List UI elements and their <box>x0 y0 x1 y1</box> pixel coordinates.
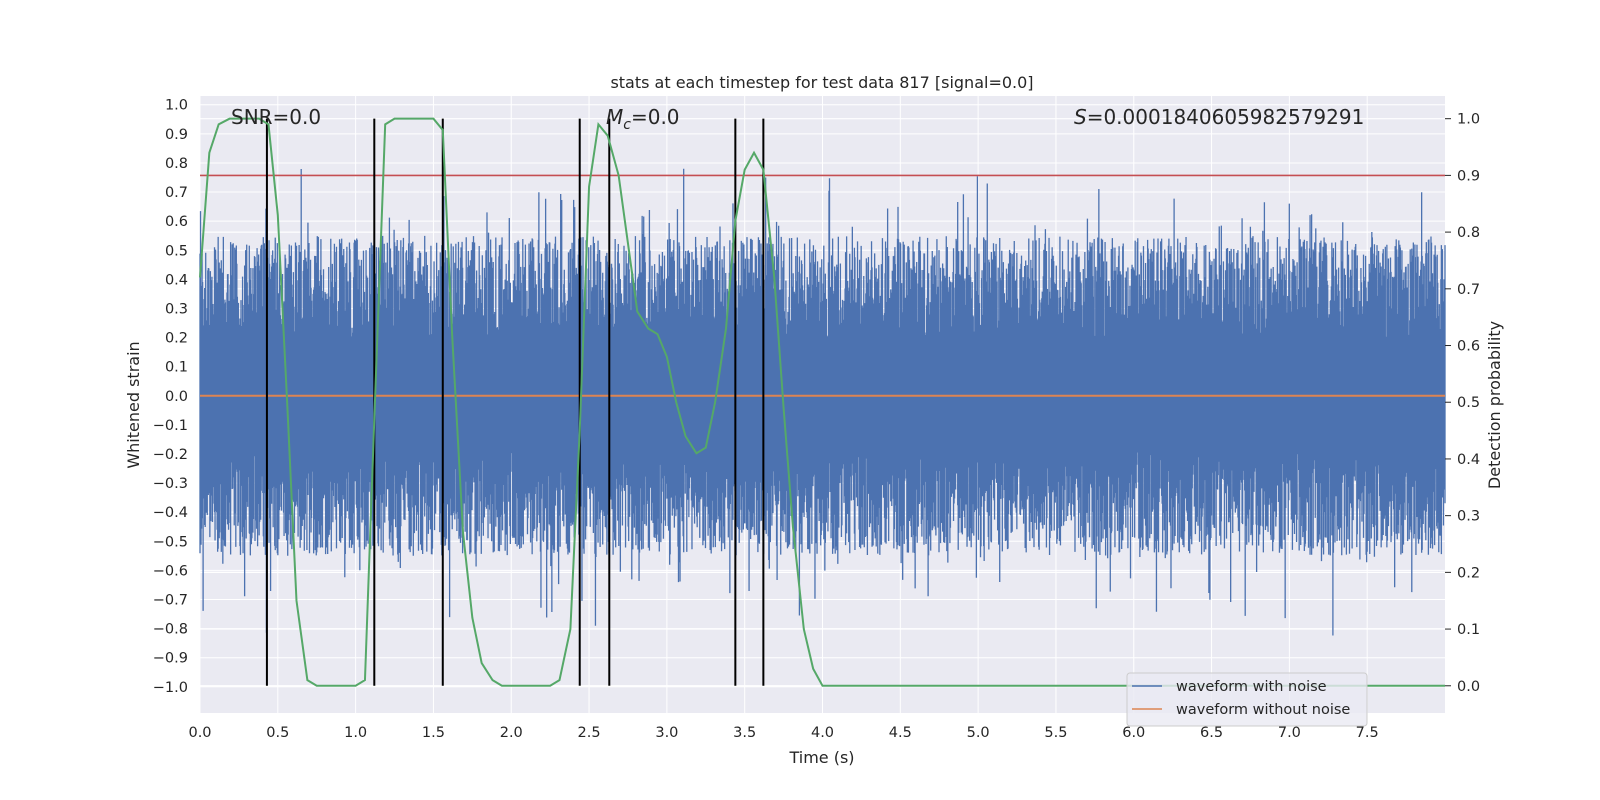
s-annotation: S=0.0001840605982579291 <box>1074 105 1364 129</box>
x-axis-label: Time (s) <box>788 748 854 767</box>
y-tick-label: −1.0 <box>153 680 188 696</box>
x-tick-label: 0.0 <box>188 725 211 741</box>
x-tick-label: 4.0 <box>811 725 834 741</box>
y-tick-label: −0.2 <box>153 447 188 463</box>
x-tick-label: 7.0 <box>1278 725 1301 741</box>
y2-tick-label: 1.0 <box>1457 112 1480 128</box>
x-tick-label: 3.5 <box>733 725 756 741</box>
series-detection-probability <box>199 117 1445 687</box>
legend-box <box>1126 672 1368 727</box>
y2-tick-label: 0.8 <box>1457 225 1480 241</box>
s-value: =0.0001840605982579291 <box>1087 105 1365 129</box>
probability-trace <box>199 117 1445 687</box>
y-tick-label: −0.1 <box>153 418 188 434</box>
y2-axis-label: Detection probability <box>1485 321 1504 489</box>
x-tick-label: 1.5 <box>422 725 445 741</box>
y-tick-label: −0.3 <box>153 476 188 492</box>
noise-trace <box>199 168 1446 636</box>
y-tick-label: 0.4 <box>165 272 188 288</box>
chart-title: stats at each timestep for test data 817… <box>610 73 1033 92</box>
x-tick-label: 2.0 <box>500 725 523 741</box>
y-tick-label: −0.8 <box>153 622 188 638</box>
x-tick-label: 1.0 <box>344 725 367 741</box>
y2-tick-label: 0.5 <box>1457 395 1480 411</box>
mc-annotation: Mc=0.0 <box>606 105 680 133</box>
y-tick-label: 0.9 <box>165 127 188 143</box>
x-axis-ticks: 0.0 0.5 1.0 1.5 2.0 2.5 3.0 3.5 4.0 4.5 5.0 5.5 6.0 6… <box>188 725 1378 741</box>
mc-value: =0.0 <box>631 105 680 129</box>
y-tick-label: 0.2 <box>165 331 188 347</box>
snr-annotation: SNR=0.0 <box>231 105 321 129</box>
y2-tick-label: 0.2 <box>1457 565 1480 581</box>
y-tick-label: 0.7 <box>165 185 188 201</box>
mc-symbol: M <box>606 105 623 129</box>
y-tick-label: −0.9 <box>153 651 188 667</box>
x-tick-label: 3.0 <box>655 725 678 741</box>
y2-axis-ticks: 1.0 0.9 0.8 0.7 0.6 0.5 0.4 0.3 0.2 0.1 0.0 <box>1445 112 1480 695</box>
legend-label-clean: waveform without noise <box>1176 702 1350 718</box>
y-tick-label: −0.6 <box>153 563 188 579</box>
x-tick-label: 5.5 <box>1044 725 1067 741</box>
y2-tick-label: 0.3 <box>1457 509 1480 525</box>
series-waveform-with-noise <box>199 168 1446 636</box>
y2-tick-label: 0.7 <box>1457 282 1480 298</box>
s-symbol: S <box>1074 105 1087 129</box>
x-tick-label: 2.5 <box>578 725 601 741</box>
y-tick-label: −0.7 <box>153 592 188 608</box>
y-axis-ticks: 1.0 0.9 0.8 0.7 0.6 0.5 0.4 0.3 0.2 0.1 0.0 −0.1 −0.… <box>153 98 188 696</box>
y2-tick-label: 0.9 <box>1457 168 1480 184</box>
x-tick-label: 7.5 <box>1356 725 1379 741</box>
y-axis-label: Whitened strain <box>124 341 143 468</box>
x-tick-label: 6.5 <box>1200 725 1223 741</box>
y2-tick-label: 0.6 <box>1457 339 1480 355</box>
y-tick-label: 0.1 <box>165 360 188 376</box>
y-tick-label: 0.0 <box>165 389 188 405</box>
legend-label-noise: waveform with noise <box>1176 679 1327 695</box>
y-tick-label: −0.5 <box>153 534 188 550</box>
mc-subscript: c <box>623 117 631 133</box>
y-tick-label: 0.3 <box>165 301 188 317</box>
y-tick-label: 1.0 <box>165 98 188 114</box>
y2-tick-label: 0.0 <box>1457 679 1480 695</box>
y-tick-label: −0.4 <box>153 505 188 521</box>
x-tick-label: 5.0 <box>967 725 990 741</box>
y-tick-label: 0.6 <box>165 214 188 230</box>
y2-tick-label: 0.1 <box>1457 622 1480 638</box>
x-tick-label: 0.5 <box>266 725 289 741</box>
x-tick-label: 4.5 <box>889 725 912 741</box>
x-tick-label: 6.0 <box>1122 725 1145 741</box>
y-tick-label: 0.5 <box>165 243 188 259</box>
y-tick-label: 0.8 <box>165 156 188 172</box>
legend: waveform with noise waveform without noi… <box>1126 672 1368 727</box>
y2-tick-label: 0.4 <box>1457 452 1480 468</box>
